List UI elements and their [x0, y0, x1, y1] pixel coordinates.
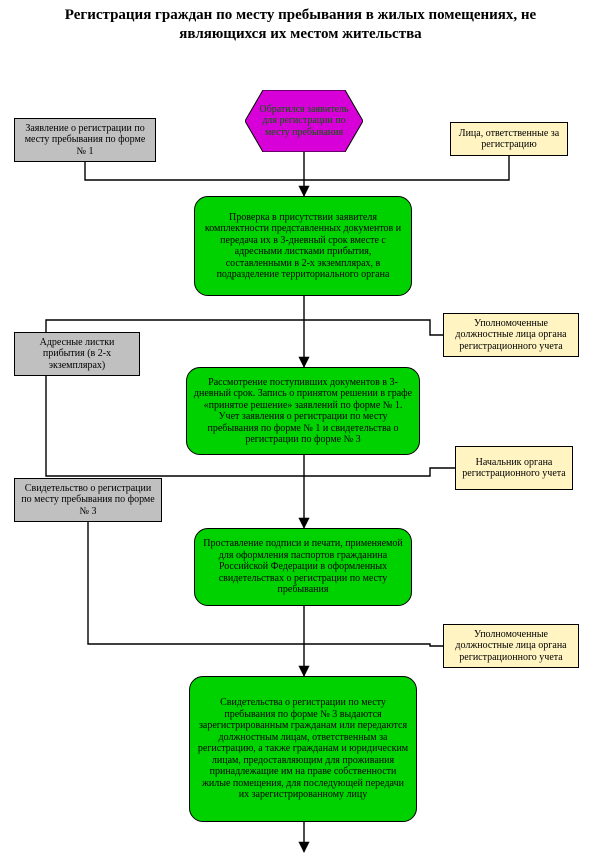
node-responsible-3-label: Начальник органа регистрационного учета [462, 457, 566, 480]
node-responsible-4-label: Уполномоченные должностные лица органа р… [450, 629, 572, 664]
node-form-3-label: Свидетельство о регистрации по месту пре… [21, 483, 155, 518]
page-title: Регистрация граждан по месту пребывания … [20, 6, 581, 44]
node-step-3-label: Проставление подписи и печати, применяем… [201, 538, 405, 596]
node-step-3: Проставление подписи и печати, применяем… [194, 528, 412, 606]
node-step-1: Проверка в присутствии заявителя комплек… [194, 196, 412, 296]
node-step-2-label: Рассмотрение поступивших документов в 3-… [193, 377, 413, 446]
node-arrival-slips-label: Адресные листки прибытия (в 2-х экземпля… [21, 337, 133, 372]
node-start-label: Обратился заявитель для регистрации по м… [245, 104, 363, 139]
node-step-4: Свидетельства о регистрации по месту пре… [189, 676, 417, 822]
node-form-3: Свидетельство о регистрации по месту пре… [14, 478, 162, 522]
node-responsible-2-label: Уполномоченные должностные лица органа р… [450, 318, 572, 353]
node-form-1: Заявление о регистрации по месту пребыва… [14, 118, 156, 162]
node-responsible-1-label: Лица, ответственные за регистрацию [457, 128, 561, 151]
node-responsible-4: Уполномоченные должностные лица органа р… [443, 624, 579, 668]
node-step-1-label: Проверка в присутствии заявителя комплек… [201, 212, 405, 281]
node-start: Обратился заявитель для регистрации по м… [245, 90, 363, 152]
node-arrival-slips: Адресные листки прибытия (в 2-х экземпля… [14, 332, 140, 376]
node-step-2: Рассмотрение поступивших документов в 3-… [186, 367, 420, 455]
node-responsible-3: Начальник органа регистрационного учета [455, 446, 573, 490]
node-step-4-label: Свидетельства о регистрации по месту пре… [196, 697, 410, 801]
node-responsible-2: Уполномоченные должностные лица органа р… [443, 313, 579, 357]
node-responsible-1: Лица, ответственные за регистрацию [450, 122, 568, 156]
node-form-1-label: Заявление о регистрации по месту пребыва… [21, 123, 149, 158]
flowchart-canvas: Регистрация граждан по месту пребывания … [0, 0, 601, 868]
